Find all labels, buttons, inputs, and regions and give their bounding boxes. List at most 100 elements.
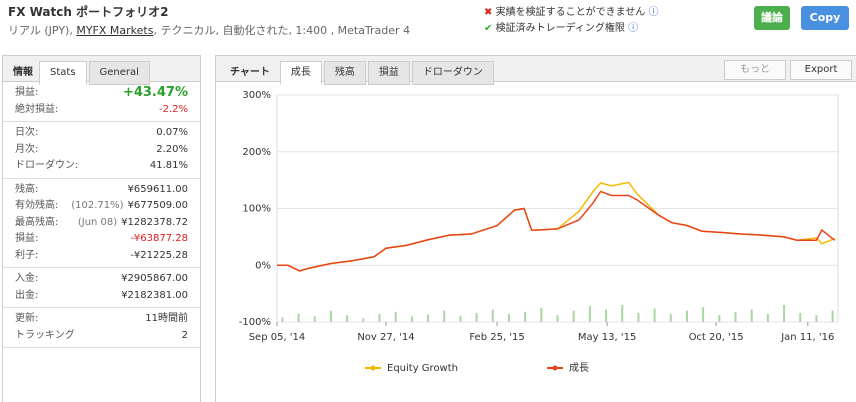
stat-number: 41.81% (149, 160, 188, 171)
stat-row: 更新: 11時間前 (3, 311, 200, 328)
x-tick-label: Feb 25, '15 (469, 332, 524, 343)
volume-bar (297, 313, 300, 322)
series-line (277, 190, 836, 272)
stat-number: -¥21225.28 (130, 249, 188, 261)
stat-value: (102.71%) ¥677509.00 (71, 198, 188, 215)
tab-label: チャート (230, 67, 270, 78)
status: ✔ 検証済みトレーディング権限 ⓘ (484, 23, 639, 34)
volume-bar (524, 311, 527, 322)
volume-bar (718, 315, 721, 322)
stat-value: -2.2% (159, 102, 188, 119)
stat-label: トラッキング (15, 329, 75, 341)
tab[interactable]: Stats (39, 61, 87, 85)
volume-bar (621, 304, 624, 322)
stat-number: 0.07% (156, 127, 188, 138)
stat-label: 更新: (15, 313, 39, 324)
stat-row: 日次: 0.07% (3, 125, 200, 142)
volume-bar (378, 314, 381, 322)
y-tick-label: 0% (255, 260, 271, 271)
volume-bar (362, 318, 365, 322)
legend-marker (552, 365, 558, 371)
stat-note: (Jun 08) (77, 216, 118, 228)
stat-row: 入金: ¥2905867.00 (3, 271, 200, 288)
stat-row: 残高: ¥659611.00 (3, 182, 200, 199)
chart-tabs: チャート 成長 残高 損益 ドローダウン もっと Export (216, 56, 856, 85)
broker-link[interactable]: MYFX Markets (76, 24, 154, 37)
stat-number: ¥677509.00 (127, 200, 188, 211)
volume-bar (410, 316, 413, 322)
stat-row: 有効残高: (102.71%) ¥677509.00 (3, 198, 200, 215)
volume-bar (588, 306, 591, 322)
stat-value: 2.20% (156, 142, 188, 159)
tab[interactable]: General (88, 61, 150, 85)
stat-row: 利子: -¥21225.28 (3, 248, 200, 265)
stat-value: 2 (182, 328, 188, 345)
volume-bar (734, 311, 737, 322)
stat-note: (102.71%) (71, 200, 124, 211)
stat-row: 損益: -¥63877.28 (3, 231, 200, 248)
stat-value: ¥2905867.00 (121, 271, 188, 288)
stat-row: 絶対損益: -2.2% (3, 102, 200, 119)
volume-bar (572, 310, 575, 322)
stat-number: ¥2182381.00 (121, 289, 188, 301)
stat-label: 損益: (15, 233, 39, 244)
copy-button[interactable]: Copy (801, 6, 849, 30)
discuss-button[interactable]: 議論 (754, 6, 790, 30)
chart: -100% 0% 100% 200% 300% Sep 05, '14 Nov 27, '1… (239, 90, 839, 374)
volume-bar (637, 312, 640, 322)
legend-marker (370, 365, 376, 371)
volume-bar (475, 312, 478, 322)
stat-number: ¥659611.00 (127, 183, 188, 195)
stat-value: 11時間前 (145, 311, 188, 328)
legend-label: 成長 (569, 362, 589, 374)
tab[interactable]: ドローダウン (411, 61, 494, 85)
tab[interactable]: 損益 (367, 61, 410, 85)
volume-bar (507, 314, 510, 322)
more-button[interactable]: もっと (724, 60, 786, 80)
check-icon: ✔ (484, 23, 493, 34)
sub: リアル (JPY), (8, 24, 77, 37)
stat-label: 入金: (15, 273, 39, 284)
volume-bar (443, 310, 446, 322)
x-icon: ✖ (484, 7, 493, 18)
left-panel: 情報 Stats General 損益: +43.47% 絶対損益: -2.2% 日次: 0.… (2, 55, 201, 402)
stat-number: +43.47% (122, 85, 188, 100)
volume-bar (427, 314, 430, 322)
stat-row: 損益: +43.47% (3, 85, 200, 102)
tab[interactable]: 残高 (323, 61, 366, 85)
tab[interactable]: 成長 (279, 61, 322, 85)
export-button[interactable]: Export (790, 60, 852, 80)
y-tick-label: 200% (242, 147, 271, 158)
volume-bar (766, 314, 769, 322)
volume-bar (281, 317, 284, 322)
stat-number: 2.20% (156, 143, 188, 155)
stat-label: 絶対損益: (15, 103, 59, 115)
stat-number: ¥1282378.72 (121, 216, 188, 228)
status-text: 検証済みトレーディング権限 (495, 23, 625, 34)
stat-value: +43.47% (123, 85, 188, 102)
stat-row: 最高残高: (Jun 08) ¥1282378.72 (3, 215, 200, 232)
stat-value: ¥2182381.00 (121, 288, 188, 305)
stat-label: 損益: (15, 87, 39, 98)
stat-row: 出金: ¥2182381.00 (3, 288, 200, 305)
stat-number: ¥2905867.00 (121, 273, 188, 284)
stat-value: 0.07% (156, 125, 188, 142)
volume-bar (685, 310, 688, 322)
stat-label: 有効残高: (15, 200, 59, 211)
stat-label: 日次: (15, 127, 39, 138)
status-text: 実績を検証することができません (495, 7, 646, 18)
volume-bar (750, 309, 753, 322)
stat-row: トラッキング 2 (3, 328, 200, 345)
stat-group: 残高: ¥659611.00 有効残高: (102.71%) ¥677509.00 最高残… (3, 179, 200, 268)
y-tick-label: 100% (242, 204, 271, 215)
stat-number: -¥63877.28 (130, 233, 188, 244)
volume-bar (653, 308, 656, 322)
volume-bar (346, 315, 349, 322)
stat-label: 利子: (15, 249, 39, 261)
left-tabs: 情報 Stats General (3, 56, 200, 85)
stat-group: 損益: +43.47% 絶対損益: -2.2% (3, 82, 200, 122)
subtitle: リアル (JPY), MYFX Markets, テクニカル, 自動化された, … (8, 22, 410, 38)
stat-value: (Jun 08) ¥1282378.72 (78, 215, 188, 232)
stat-group: 更新: 11時間前トラッキング 2 (3, 308, 200, 348)
